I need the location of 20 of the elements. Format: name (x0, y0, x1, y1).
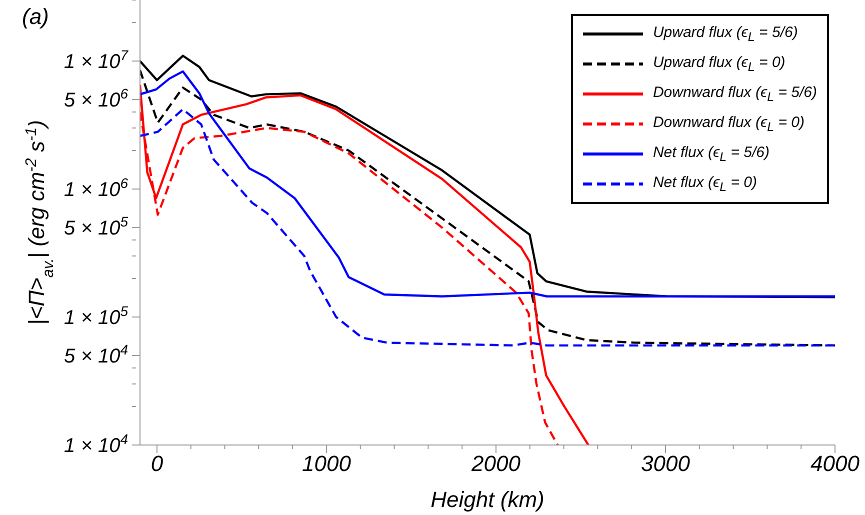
y-tick-label: 5 × 10$^{5}$ (64, 214, 128, 240)
legend-label: Downward flux (ϵ$_{L}$ = 5/6) (652, 84, 817, 104)
y-tick-label: 1 × 10$^{7}$ (64, 47, 130, 74)
legend-label: Upward flux (ϵ$_{L}$ = 0) (652, 54, 786, 74)
legend-label: Downward flux (ϵ$_{L}$ = 0) (652, 114, 804, 134)
legend-label: Upward flux (ϵ$_{L}$ = 5/6) (652, 24, 798, 44)
x-tick-label: 0 (150, 451, 164, 476)
x-tick-label: 3000 (641, 451, 691, 476)
x-axis-title: Height (km) (430, 487, 544, 512)
y-tick-label: 5 × 10$^{4}$ (64, 342, 128, 368)
legend-label: Net flux (ϵ$_{L}$ = 5/6) (652, 144, 770, 164)
y-tick-label: 1 × 10$^{6}$ (64, 175, 128, 202)
x-tick-label: 1000 (302, 451, 352, 476)
x-tick-label: 4000 (810, 451, 860, 476)
y-tick-label: 1 × 10$^{5}$ (64, 303, 128, 330)
y-tick-label: 5 × 10$^{6}$ (64, 86, 128, 112)
chart-title: (a) (22, 4, 49, 30)
x-tick-label: 2000 (470, 451, 522, 476)
y-tick-label: 1 × 10$^{4}$ (64, 431, 128, 457)
legend-label: Net flux (ϵ$_{L}$ = 0) (652, 174, 757, 194)
